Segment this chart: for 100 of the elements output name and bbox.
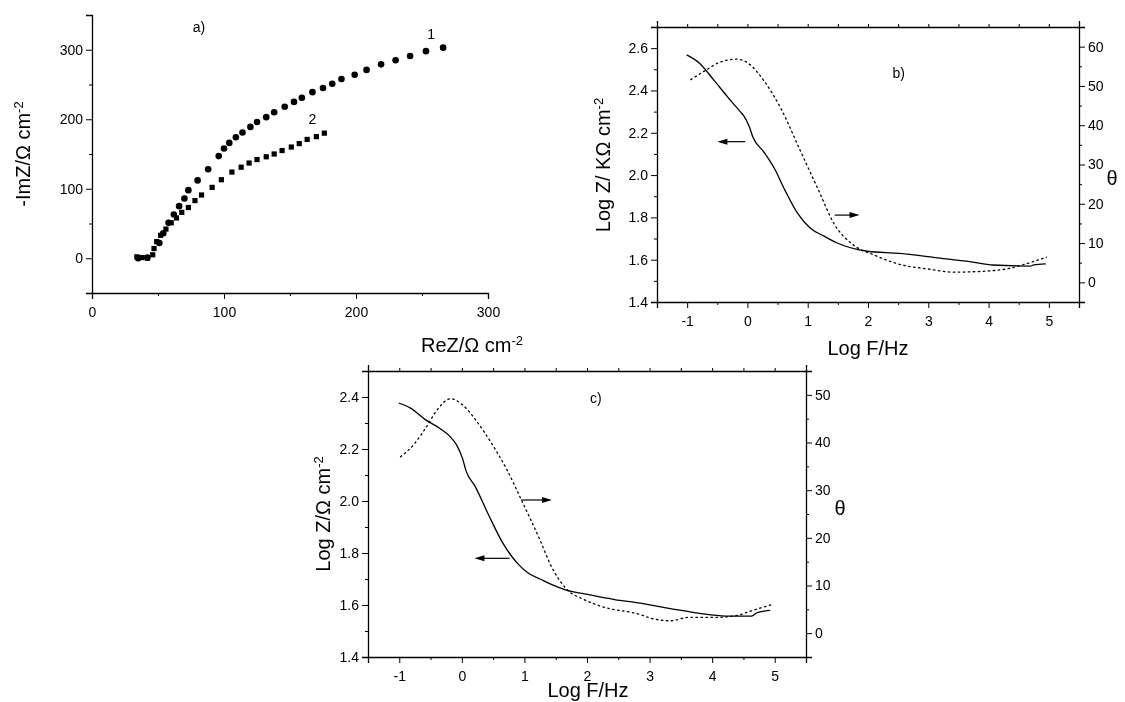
y-tick-label: 100 [59, 180, 84, 197]
point [338, 75, 345, 83]
y2-axis-title: θ [1106, 167, 1118, 189]
point [185, 204, 191, 211]
y-tick-label: 2.4 [628, 82, 649, 99]
point [328, 80, 336, 88]
y-tick-label: 2.4 [339, 388, 360, 405]
point [239, 129, 246, 136]
x-tick-label: 0 [744, 313, 753, 330]
point [204, 165, 212, 173]
x-tick-label: -1 [681, 313, 695, 330]
y-tick-label: 1.8 [339, 544, 360, 561]
point [215, 152, 223, 160]
annotation: b) [892, 64, 906, 81]
y2-tick-label: 30 [1088, 156, 1104, 173]
point [281, 103, 289, 111]
point [246, 160, 252, 166]
x-tick-label: 5 [1045, 313, 1054, 330]
point [238, 164, 244, 170]
point [304, 136, 310, 143]
y2-tick-label: 50 [1088, 77, 1104, 94]
point [290, 98, 298, 106]
point [288, 144, 294, 150]
point [319, 84, 327, 92]
point [181, 195, 188, 202]
y-tick-label: 1.6 [339, 596, 360, 613]
point [422, 47, 430, 55]
point [298, 94, 306, 102]
y-tick-label: 1.4 [339, 648, 360, 665]
x-tick-label: -1 [393, 668, 407, 685]
y-tick-label: 300 [59, 41, 84, 58]
x-tick-label: 0 [458, 668, 467, 685]
point [392, 56, 399, 64]
point [163, 226, 169, 232]
point [279, 147, 285, 154]
x-tick-label: 4 [985, 313, 994, 330]
x-tick-label: 100 [212, 304, 237, 321]
x-tick-label: 4 [708, 668, 717, 685]
point [363, 66, 370, 74]
point [194, 177, 201, 184]
y2-tick-label: 30 [815, 482, 831, 499]
point [406, 52, 414, 60]
point [232, 134, 240, 141]
y2-tick-label: 0 [815, 625, 823, 642]
annotation: a) [192, 18, 206, 35]
point [377, 61, 385, 68]
point [263, 154, 269, 160]
x-tick-label: 300 [476, 304, 501, 321]
point [247, 123, 254, 131]
x-tick-label: 2 [864, 313, 873, 330]
point [229, 169, 235, 175]
point [309, 88, 316, 96]
y2-tick-label: 10 [1088, 235, 1104, 252]
y2-tick-label: 40 [1088, 117, 1104, 134]
x-axis-title: ReZ/Ω cm$^{-2}$ [420, 332, 524, 356]
point [220, 145, 228, 152]
point [270, 109, 278, 116]
series-label: 2 [308, 111, 317, 128]
y-tick-label: 1.8 [628, 209, 649, 226]
x-tick-label: 5 [771, 668, 780, 685]
point [351, 71, 358, 79]
y-tick-label: 0 [75, 250, 84, 267]
point [192, 197, 198, 204]
y2-tick-label: 0 [1088, 274, 1096, 291]
y-tick-label: 2.2 [339, 440, 360, 457]
y-tick-label: 2.6 [628, 40, 649, 57]
point [321, 130, 327, 136]
series-label: 1 [427, 25, 436, 42]
point [254, 156, 260, 163]
y2-tick-label: 10 [815, 577, 831, 594]
x-tick-label: 3 [924, 313, 933, 330]
x-tick-label: 3 [646, 668, 655, 685]
y2-tick-label: 50 [815, 386, 831, 403]
point [218, 177, 224, 183]
point [262, 113, 270, 121]
x-axis-title: Log F/Hz [827, 337, 909, 359]
point [150, 252, 156, 258]
y-tick-label: 1.6 [628, 251, 649, 268]
point [296, 140, 302, 147]
point [253, 118, 261, 126]
point [439, 44, 447, 51]
x-tick-label: 1 [521, 668, 530, 685]
y2-tick-label: 40 [815, 434, 831, 451]
point [175, 202, 183, 210]
point [151, 245, 157, 252]
annotation: c) [589, 390, 602, 407]
x-tick-label: 0 [88, 304, 97, 321]
y2-axis-title: θ [834, 497, 846, 519]
y2-tick-label: 60 [1088, 38, 1104, 55]
y-tick-label: 2.0 [628, 167, 649, 184]
x-tick-label: 1 [804, 313, 813, 330]
point [271, 151, 277, 157]
point [179, 209, 185, 215]
point [225, 139, 233, 147]
y-tick-label: 1.4 [628, 293, 649, 310]
y2-tick-label: 20 [1088, 195, 1104, 212]
y-tick-label: 2.0 [339, 492, 360, 509]
y-tick-label: 2.2 [628, 124, 649, 141]
y-tick-label: 200 [59, 111, 84, 128]
point [185, 186, 192, 194]
